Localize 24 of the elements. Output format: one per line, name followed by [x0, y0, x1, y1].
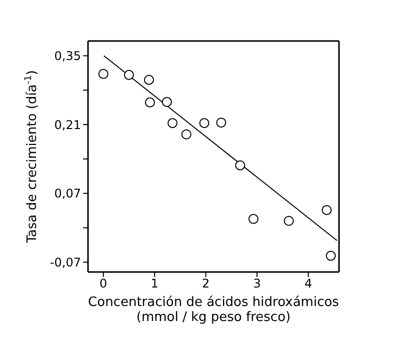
- point: [199, 118, 210, 128]
- point: [284, 216, 294, 226]
- y-tick-label: 0,07: [54, 186, 81, 201]
- point: [162, 96, 172, 107]
- point: [124, 70, 134, 80]
- point: [326, 250, 336, 261]
- point: [168, 118, 178, 128]
- point: [144, 97, 155, 108]
- point: [235, 160, 246, 170]
- x-tick-label: 3: [253, 276, 261, 291]
- point: [248, 214, 258, 224]
- point: [216, 118, 226, 128]
- point: [322, 205, 332, 216]
- point: [144, 74, 154, 85]
- x-axis-title: Concentración de ácidos hidroxámicos (mmol / kg peso fresco): [88, 295, 340, 325]
- x-tick-label: 0: [100, 276, 108, 291]
- y-tick-label: 0,35: [54, 49, 81, 64]
- x-tick-label: 4: [304, 276, 312, 291]
- point: [98, 68, 108, 79]
- x-tick-label: 1: [150, 276, 158, 291]
- y-tick-label: 0,21: [54, 118, 81, 132]
- y-tick-label: -0,07: [50, 255, 81, 270]
- point: [181, 129, 192, 140]
- x-tick-label: 2: [202, 276, 210, 291]
